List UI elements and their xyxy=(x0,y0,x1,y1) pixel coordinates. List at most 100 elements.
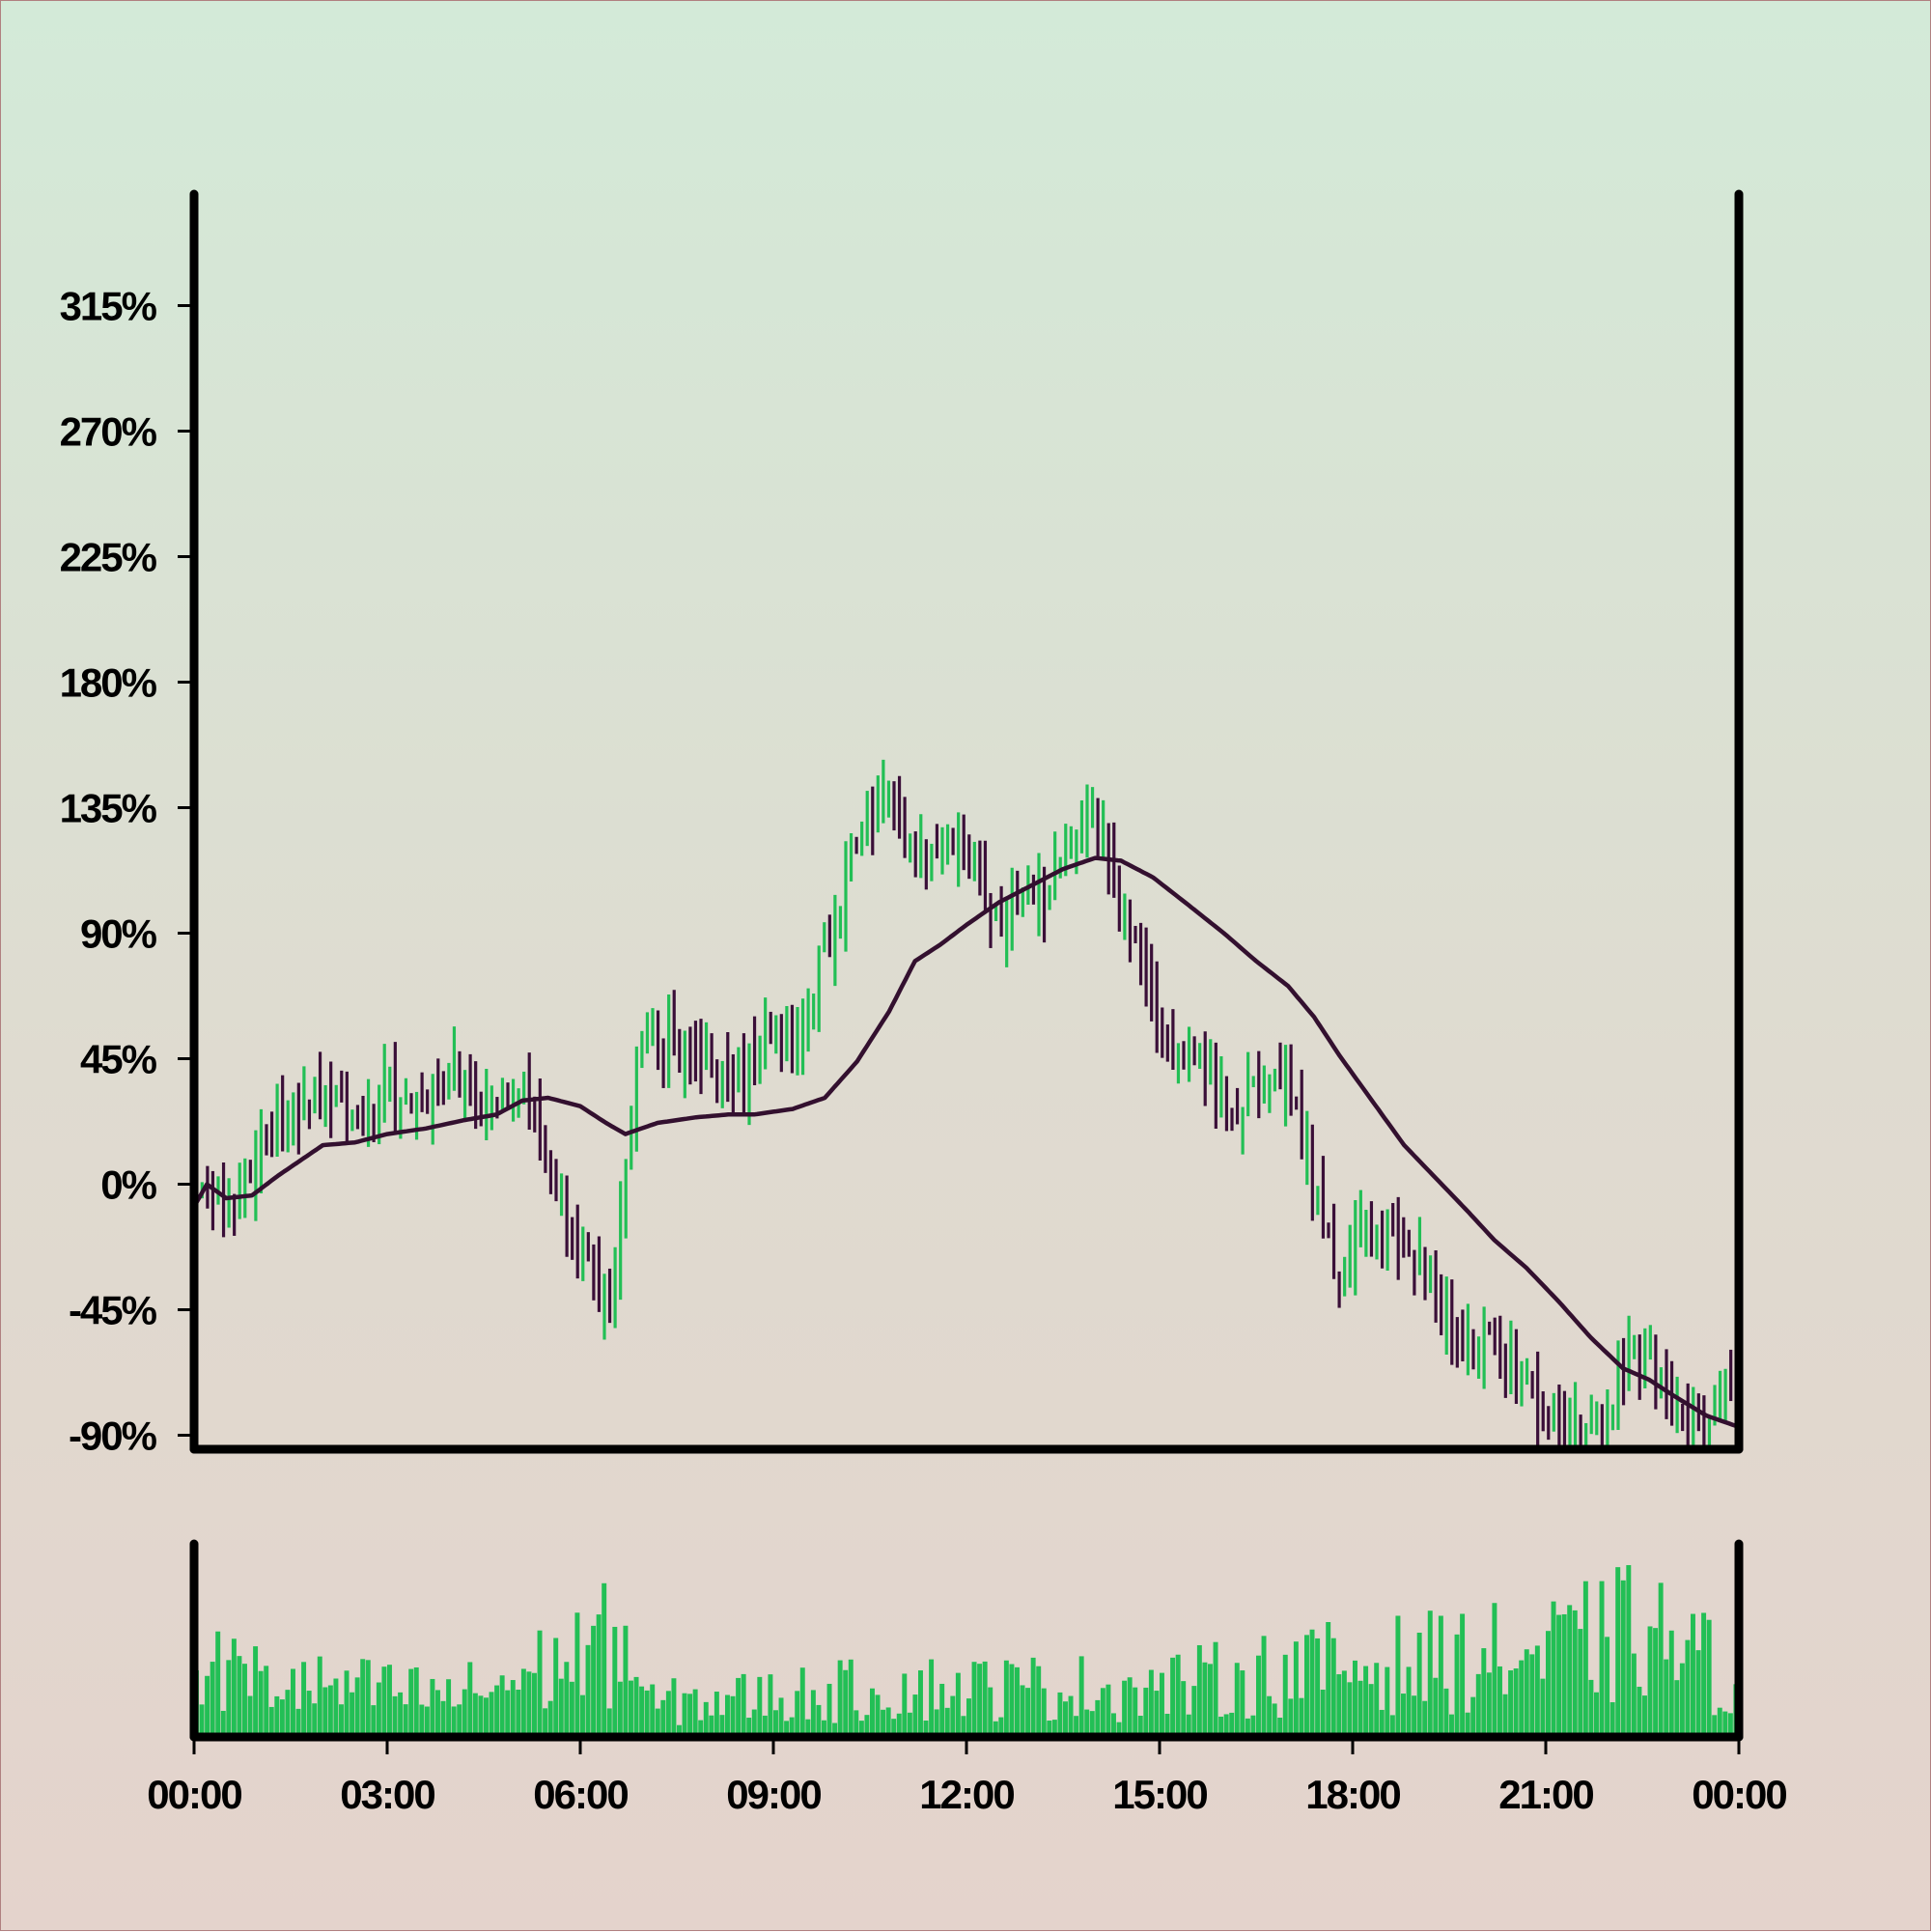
volume-bar xyxy=(950,1695,956,1737)
volume-bar xyxy=(1620,1580,1626,1737)
volume-bar xyxy=(564,1662,570,1737)
volume-bar xyxy=(264,1666,269,1737)
volume-bar xyxy=(301,1662,307,1737)
volume-bar xyxy=(736,1677,742,1737)
y-tick-label: 180% xyxy=(60,660,157,706)
volume-bar xyxy=(1712,1715,1718,1737)
volume-bar xyxy=(354,1677,360,1737)
volume-bar xyxy=(1674,1680,1680,1737)
volume-bar xyxy=(1385,1666,1390,1737)
volume-bar xyxy=(440,1700,446,1737)
volume-bar xyxy=(1379,1709,1385,1737)
volume-bar xyxy=(333,1678,339,1737)
volume-bar xyxy=(682,1693,687,1737)
volume-bar xyxy=(520,1668,526,1737)
volume-bar xyxy=(526,1671,532,1737)
volume-bar xyxy=(1406,1666,1412,1737)
volume-bar xyxy=(902,1673,908,1737)
volume-bar xyxy=(1229,1712,1235,1737)
volume-bar xyxy=(1293,1641,1299,1737)
volume-bar xyxy=(499,1675,505,1737)
volume-bar xyxy=(1449,1714,1454,1737)
volume-bar xyxy=(1460,1613,1466,1737)
volume-bar xyxy=(339,1704,344,1737)
price-panel-frame xyxy=(189,189,1744,1454)
volume-bar xyxy=(1078,1656,1084,1737)
volume-bar xyxy=(896,1713,902,1737)
volume-bar xyxy=(1267,1695,1273,1737)
y-tick-label: 315% xyxy=(60,284,157,329)
volume-bar xyxy=(746,1718,752,1737)
y-axis: -90% -45% 0% 45% 90% 135% 180% 225% 270% 315% xyxy=(60,284,194,1459)
volume-bar xyxy=(327,1685,333,1737)
volume-bar xyxy=(1309,1629,1315,1737)
volume-bar xyxy=(1256,1655,1261,1737)
volume-bar xyxy=(1047,1721,1052,1737)
volume-bar xyxy=(268,1706,274,1737)
volume-bar xyxy=(1137,1716,1143,1737)
x-axis: 00:00 03:00 06:00 09:00 12:00 15:00 18:00 21:00… xyxy=(147,1737,1788,1817)
volume-bar xyxy=(1588,1679,1594,1737)
volume-bar xyxy=(1492,1603,1497,1737)
volume-bar xyxy=(258,1670,264,1737)
volume-bar xyxy=(650,1684,656,1737)
volume-bar xyxy=(1668,1630,1674,1737)
y-tick-label: 0% xyxy=(100,1162,156,1208)
volume-bar xyxy=(279,1699,285,1737)
volume-bar xyxy=(1594,1692,1599,1737)
y-tick-label: 90% xyxy=(80,911,157,957)
volume-bar xyxy=(1036,1666,1042,1737)
volume-bar xyxy=(1637,1686,1642,1737)
volume-bar xyxy=(1717,1707,1722,1737)
volume-bar xyxy=(725,1694,730,1737)
volume-bar xyxy=(510,1680,516,1737)
volume-bar xyxy=(291,1668,295,1737)
volume-bar xyxy=(215,1631,221,1737)
volume-bar xyxy=(923,1721,929,1737)
volume-bar xyxy=(537,1630,543,1737)
volume-bar xyxy=(1282,1654,1288,1737)
volume-bar xyxy=(677,1724,682,1737)
volume-bar xyxy=(1160,1672,1164,1737)
volume-bar xyxy=(644,1690,650,1737)
volume-bar xyxy=(344,1670,350,1737)
volume-bar xyxy=(714,1692,719,1737)
volume-bar xyxy=(1647,1626,1653,1737)
volume-bar xyxy=(1433,1677,1439,1737)
volume-bar xyxy=(1116,1722,1122,1737)
volume-bar xyxy=(457,1704,462,1737)
volume-bar xyxy=(574,1612,580,1737)
volume-bar xyxy=(237,1656,242,1737)
volume-bar xyxy=(312,1703,318,1737)
volume-bar xyxy=(242,1664,247,1737)
volume-bar xyxy=(489,1692,494,1737)
volume-bar xyxy=(532,1672,537,1737)
volume-bar xyxy=(1374,1663,1380,1737)
volume-bar xyxy=(1030,1657,1036,1737)
volume-bar xyxy=(1341,1670,1347,1737)
volume-bar xyxy=(854,1710,859,1737)
volume-bar xyxy=(1519,1660,1525,1737)
volume-bar xyxy=(816,1704,822,1737)
volume-bar xyxy=(1567,1605,1573,1737)
volume-bar xyxy=(1475,1673,1481,1737)
volume-bar xyxy=(939,1683,945,1737)
volume-bar xyxy=(612,1626,618,1737)
volume-bar xyxy=(789,1717,795,1737)
y-tick-label: 225% xyxy=(60,535,157,580)
volume-bar xyxy=(633,1676,639,1737)
volume-bar xyxy=(864,1715,870,1737)
volume-bar xyxy=(360,1659,366,1737)
volume-bar xyxy=(231,1638,237,1737)
volume-bar xyxy=(1443,1688,1449,1737)
y-tick-label: -45% xyxy=(69,1288,157,1333)
volume-bar xyxy=(741,1673,746,1737)
volume-bar xyxy=(1143,1687,1149,1737)
volume-bar xyxy=(1015,1666,1020,1737)
volume-bar xyxy=(478,1695,484,1737)
volume-bar xyxy=(1465,1712,1470,1737)
volume-bar xyxy=(1427,1610,1433,1737)
volume-bar xyxy=(1084,1709,1090,1737)
volume-bar xyxy=(1304,1635,1309,1737)
